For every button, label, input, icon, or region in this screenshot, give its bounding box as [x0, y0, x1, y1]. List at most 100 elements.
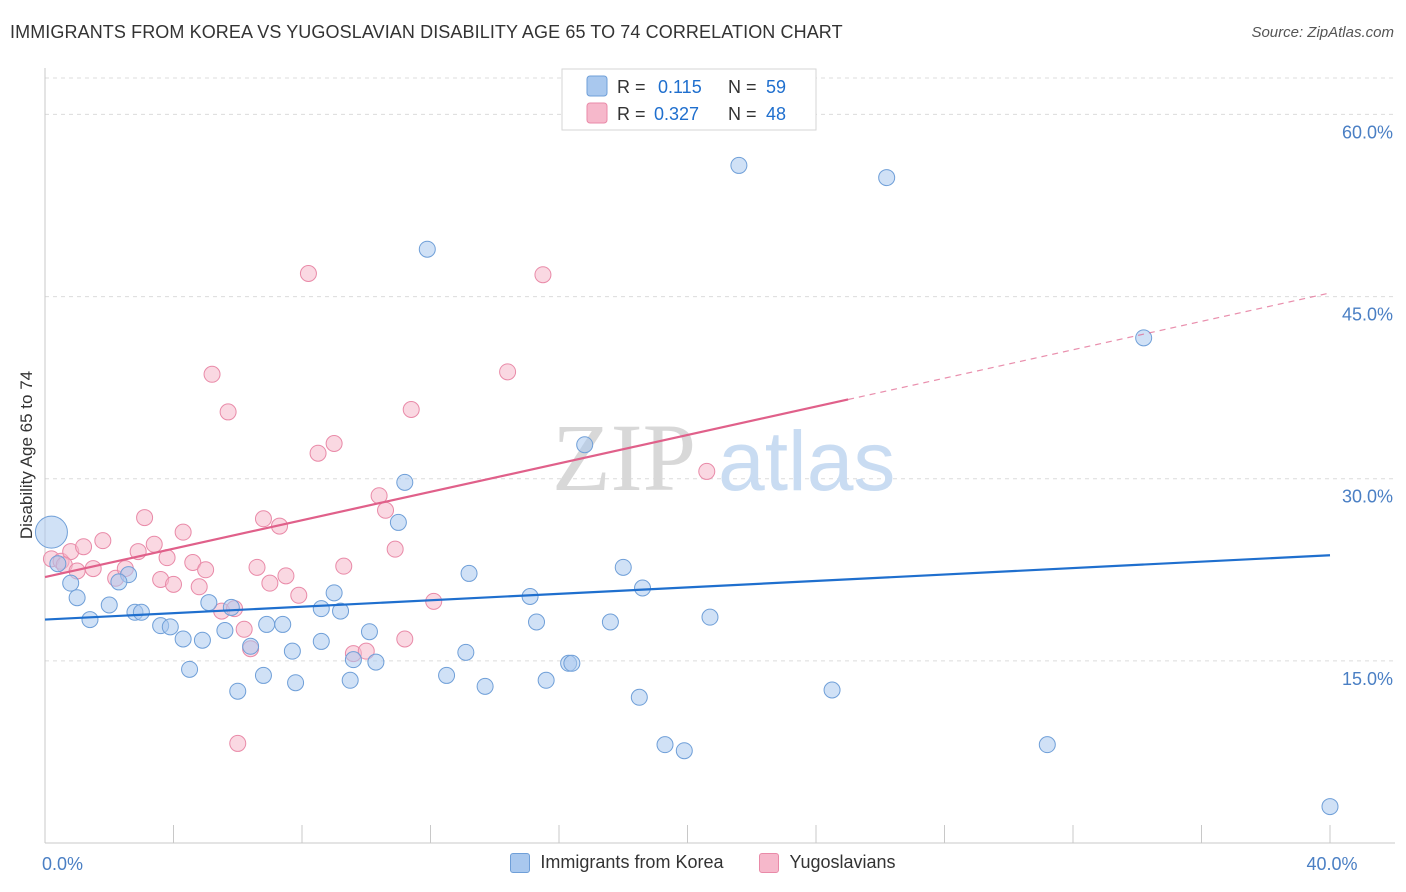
- legend-r-value-korea: 0.115: [658, 77, 702, 97]
- korea-point: [325, 584, 343, 602]
- korea-point: [360, 623, 378, 641]
- legend-bottom-swatch-korea: [510, 852, 531, 873]
- legend-bottom-item-korea: Immigrants from Korea: [510, 852, 723, 873]
- trend-layer: [44, 292, 1331, 621]
- korea-point: [312, 600, 330, 618]
- legend-r-label-yugo: R =: [617, 104, 646, 124]
- y-tick-label: 15.0%: [1342, 669, 1393, 689]
- korea-point: [229, 682, 247, 700]
- axes-layer: 15.0% 30.0% 45.0% 60.0% 0.0% 40.0%: [42, 68, 1395, 874]
- yugo-point: [75, 538, 93, 556]
- korea-point: [132, 603, 150, 621]
- legend-n-label-korea: N =: [728, 77, 757, 97]
- grid-layer: [45, 77, 1395, 662]
- korea-point: [537, 671, 555, 689]
- korea-point: [161, 618, 179, 636]
- korea-point: [193, 631, 211, 649]
- korea-point: [200, 594, 218, 612]
- yugo-point: [698, 462, 716, 480]
- legend-top: R = 0.115 N = 59 R = 0.327 N = 48: [561, 68, 817, 131]
- korea-point: [389, 513, 407, 531]
- yugo-point: [357, 642, 375, 660]
- yugo-point: [203, 365, 221, 383]
- x-tick-label: 0.0%: [42, 854, 83, 874]
- yugo-point: [219, 403, 237, 421]
- yugo-point: [254, 510, 272, 528]
- korea-point: [656, 736, 674, 754]
- korea-point: [601, 613, 619, 631]
- legend-n-label-yugo: N =: [728, 104, 757, 124]
- korea-point: [675, 742, 693, 760]
- legend-bottom: Immigrants from Korea Yugoslavians: [0, 852, 1406, 873]
- korea-point: [274, 615, 292, 633]
- korea-point: [312, 632, 330, 650]
- korea-point: [254, 666, 272, 684]
- legend-swatch-korea: [586, 75, 608, 97]
- yugo-point: [299, 265, 317, 282]
- korea-point: [62, 574, 80, 592]
- yugo-point: [261, 574, 279, 592]
- legend-bottom-swatch-yugo: [759, 852, 780, 873]
- yugo-point: [325, 435, 343, 452]
- yugo-point: [386, 540, 404, 558]
- yugo-point: [197, 561, 215, 579]
- watermark-zip: ZIP: [552, 404, 696, 511]
- korea-point: [823, 681, 841, 699]
- korea-point: [34, 515, 68, 549]
- x-tick-label: 40.0%: [1306, 854, 1357, 874]
- yugo-point: [277, 567, 295, 585]
- korea-point: [396, 473, 414, 491]
- y-axis-label: Disability Age 65 to 74: [17, 371, 36, 539]
- y-tick-label: 30.0%: [1342, 487, 1393, 507]
- korea-point: [344, 651, 362, 669]
- korea-point: [460, 564, 478, 582]
- korea-point: [1038, 736, 1056, 754]
- yugo-point: [235, 620, 253, 638]
- korea-point: [701, 608, 719, 626]
- korea-point: [68, 589, 86, 607]
- yugo-point: [402, 401, 420, 418]
- korea-point: [110, 573, 128, 591]
- korea-point: [878, 169, 896, 187]
- watermark: ZIP atlas: [552, 404, 895, 511]
- yugo-point: [165, 575, 182, 593]
- source-label: Source: ZipAtlas.com: [1251, 24, 1394, 41]
- korea-point: [730, 156, 748, 174]
- legend-bottom-item-yugo: Yugoslavians: [759, 852, 896, 873]
- yugo-point: [145, 535, 163, 553]
- korea-point: [563, 654, 581, 672]
- yugo-point: [396, 630, 414, 648]
- trend-line-yugo: [44, 398, 849, 579]
- yugo-point: [335, 557, 353, 575]
- chart-title: IMMIGRANTS FROM KOREA VS YUGOSLAVIAN DIS…: [10, 22, 843, 42]
- korea-point: [341, 671, 359, 689]
- y-tick-label: 45.0%: [1342, 305, 1393, 325]
- korea-point: [528, 613, 546, 631]
- korea-point: [630, 688, 648, 706]
- korea-point: [174, 630, 192, 648]
- korea-point: [367, 653, 385, 671]
- korea-point: [222, 598, 240, 616]
- y-tick-label: 60.0%: [1342, 122, 1393, 142]
- korea-point: [242, 637, 260, 655]
- legend-r-value-yugo: 0.327: [654, 104, 699, 124]
- yugo-point: [290, 586, 308, 604]
- korea-point: [1321, 798, 1339, 816]
- legend-n-value-yugo: 48: [766, 104, 786, 124]
- korea-point: [49, 555, 67, 573]
- yugo-point: [190, 578, 208, 596]
- korea-point: [81, 611, 99, 629]
- korea-point: [100, 596, 118, 614]
- yugo-point: [248, 558, 266, 576]
- korea-point: [332, 602, 350, 620]
- yugo-point: [499, 363, 517, 381]
- korea-point: [476, 677, 494, 695]
- legend-bottom-label-korea: Immigrants from Korea: [540, 852, 724, 872]
- korea-point: [287, 674, 305, 692]
- korea-point: [181, 660, 199, 678]
- yugo-point: [94, 532, 112, 550]
- watermark-atlas: atlas: [718, 414, 895, 508]
- yugo-point: [309, 444, 327, 462]
- trend-line-korea: [44, 554, 1331, 621]
